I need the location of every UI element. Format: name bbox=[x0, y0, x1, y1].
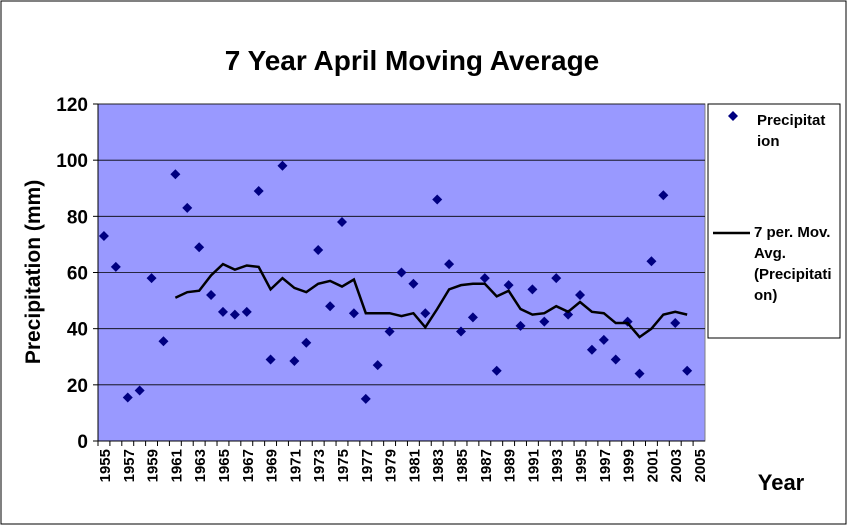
x-tick-label: 1967 bbox=[240, 449, 257, 482]
x-tick-label: 1965 bbox=[216, 449, 233, 482]
x-tick-label: 1957 bbox=[121, 449, 138, 482]
data-point bbox=[432, 194, 443, 205]
x-tick-label: 1977 bbox=[359, 449, 376, 482]
x-tick-label: 1961 bbox=[168, 449, 185, 482]
x-tick-label: 2001 bbox=[644, 449, 661, 482]
data-point bbox=[598, 334, 609, 345]
y-tick-label: 0 bbox=[77, 432, 88, 453]
data-point bbox=[372, 360, 383, 371]
data-point bbox=[301, 337, 312, 348]
data-point bbox=[241, 306, 252, 317]
data-point bbox=[479, 273, 490, 284]
y-tick-label: 40 bbox=[67, 320, 88, 341]
y-tick-label: 20 bbox=[67, 376, 88, 397]
data-point bbox=[289, 355, 300, 366]
data-point bbox=[229, 309, 240, 320]
data-point bbox=[384, 326, 395, 337]
data-point bbox=[336, 216, 347, 227]
x-tick-label: 1997 bbox=[597, 449, 614, 482]
data-point bbox=[420, 308, 431, 319]
data-point bbox=[146, 273, 157, 284]
data-point bbox=[277, 160, 288, 171]
data-point bbox=[539, 316, 550, 327]
data-point bbox=[515, 320, 526, 331]
x-tick-label: 1991 bbox=[525, 449, 542, 482]
data-point bbox=[610, 354, 621, 365]
data-point bbox=[313, 245, 324, 256]
data-point bbox=[491, 365, 502, 376]
y-tick-label: 120 bbox=[56, 95, 88, 116]
data-point bbox=[467, 312, 478, 323]
y-axis-label: Precipitation (mm) bbox=[22, 180, 45, 364]
x-tick-label: 1973 bbox=[311, 449, 328, 482]
x-tick-label: 1981 bbox=[406, 449, 423, 482]
data-point bbox=[658, 190, 669, 201]
data-point bbox=[444, 259, 455, 270]
x-tick-label: 1987 bbox=[478, 449, 495, 482]
legend-label: Precipitation bbox=[757, 112, 826, 150]
legend bbox=[707, 103, 841, 339]
data-point bbox=[670, 318, 681, 329]
data-point bbox=[325, 301, 336, 312]
x-tick-label: 1985 bbox=[454, 449, 471, 482]
x-tick-label: 1983 bbox=[430, 449, 447, 482]
y-tick-label: 80 bbox=[67, 207, 88, 228]
x-tick-label: 1955 bbox=[97, 449, 114, 482]
data-point bbox=[586, 344, 597, 355]
data-point bbox=[110, 261, 121, 272]
data-point bbox=[206, 289, 217, 300]
data-point bbox=[408, 278, 419, 289]
data-point bbox=[682, 365, 693, 376]
data-point bbox=[527, 284, 538, 295]
legend-marker bbox=[728, 111, 738, 121]
x-tick-label: 1969 bbox=[264, 449, 281, 482]
x-tick-label: 1959 bbox=[145, 449, 162, 482]
data-point bbox=[456, 326, 467, 337]
data-point bbox=[122, 392, 133, 403]
moving-average-line bbox=[174, 262, 688, 339]
y-tick-label: 100 bbox=[56, 151, 88, 172]
data-point bbox=[503, 280, 514, 291]
data-point bbox=[170, 169, 181, 180]
data-point bbox=[575, 289, 586, 300]
x-tick-label: 1979 bbox=[383, 449, 400, 482]
data-point bbox=[265, 354, 276, 365]
data-point bbox=[134, 385, 145, 396]
data-point bbox=[348, 308, 359, 319]
data-point bbox=[182, 202, 193, 213]
data-point bbox=[551, 273, 562, 284]
chart-title: 7 Year April Moving Average bbox=[225, 45, 600, 76]
data-point bbox=[158, 336, 169, 347]
x-tick-label: 1995 bbox=[573, 449, 590, 482]
data-point bbox=[217, 306, 228, 317]
x-tick-label: 1971 bbox=[287, 449, 304, 482]
x-tick-label: 2005 bbox=[692, 449, 709, 482]
data-point bbox=[194, 242, 205, 253]
x-tick-label: 1999 bbox=[621, 449, 638, 482]
legend-label: 7 per. Mov. Avg. (Precipitation) bbox=[754, 224, 832, 304]
data-point bbox=[396, 267, 407, 278]
data-point bbox=[360, 393, 371, 404]
data-point bbox=[98, 230, 109, 241]
x-tick-label: 1975 bbox=[335, 449, 352, 482]
x-tick-label: 1989 bbox=[502, 449, 519, 482]
data-point bbox=[253, 186, 264, 197]
y-tick-label: 60 bbox=[67, 264, 88, 285]
data-point bbox=[563, 309, 574, 320]
data-point bbox=[634, 368, 645, 379]
x-tick-label: 2003 bbox=[668, 449, 685, 482]
x-tick-label: 1993 bbox=[549, 449, 566, 482]
x-axis-label: Year bbox=[758, 470, 805, 495]
x-tick-label: 1963 bbox=[192, 449, 209, 482]
data-point bbox=[646, 256, 657, 267]
